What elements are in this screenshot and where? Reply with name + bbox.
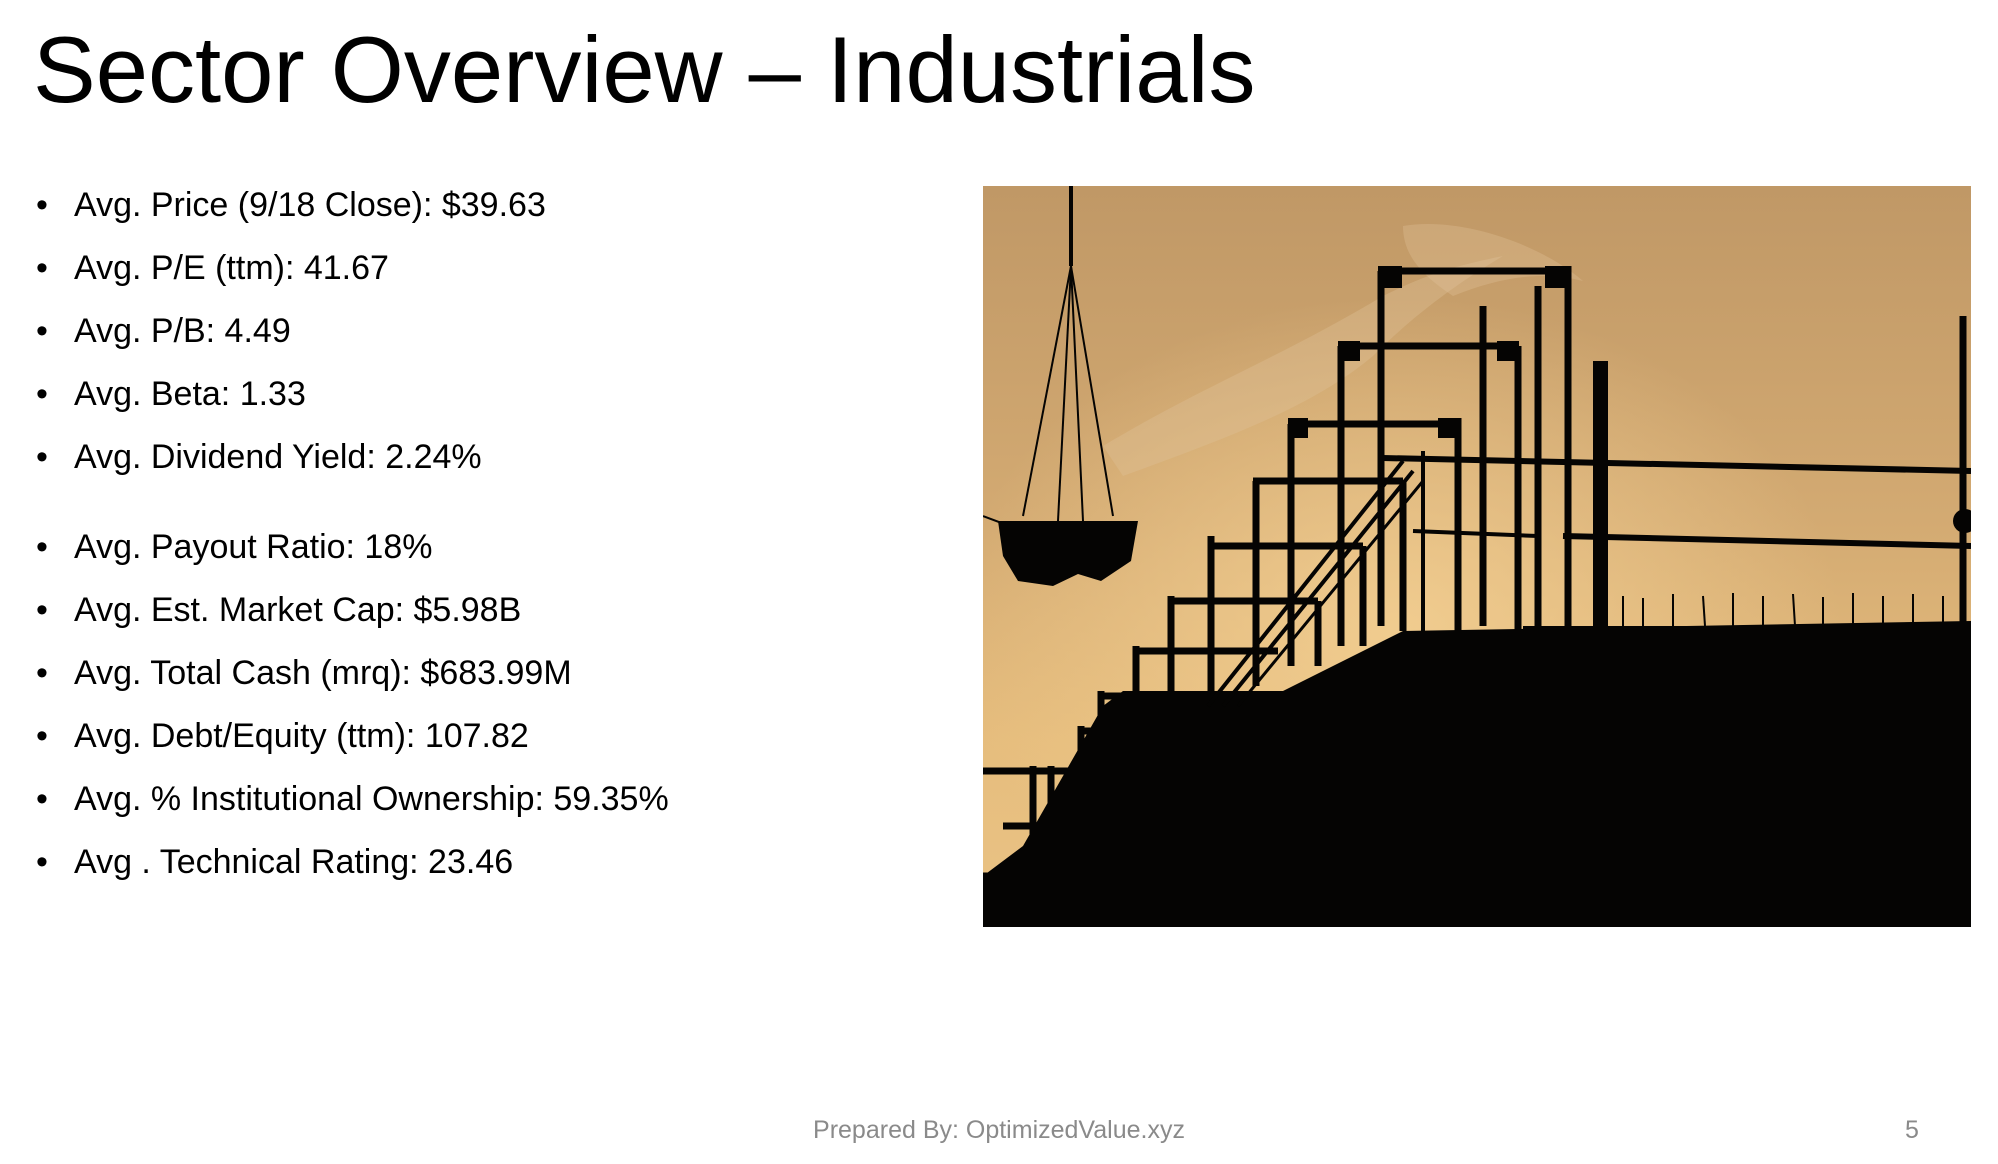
bullet-avg-pb: Avg. P/B: 4.49 [36,314,669,377]
construction-scaffold-silhouette-photo [983,186,1971,927]
bullet-avg-institutional-ownership: Avg. % Institutional Ownership: 59.35% [36,782,669,845]
bullet-avg-market-cap: Avg. Est. Market Cap: $5.98B [36,593,669,656]
metrics-list: Avg. Price (9/18 Close): $39.63 Avg. P/E… [36,188,669,908]
bullet-avg-payout-ratio: Avg. Payout Ratio: 18% [36,530,669,593]
page-number: 5 [1905,1116,1919,1144]
footer-prepared-by: Prepared By: OptimizedValue.xyz [813,1116,1185,1144]
slide-title: Sector Overview – Industrials [33,17,1256,122]
bullet-avg-price: Avg. Price (9/18 Close): $39.63 [36,188,669,251]
bullet-avg-pe: Avg. P/E (ttm): 41.67 [36,251,669,314]
bullet-avg-total-cash: Avg. Total Cash (mrq): $683.99M [36,656,669,719]
bullet-avg-debt-equity: Avg. Debt/Equity (ttm): 107.82 [36,719,669,782]
bullet-avg-dividend-yield: Avg. Dividend Yield: 2.24% [36,440,669,530]
bullet-avg-beta: Avg. Beta: 1.33 [36,377,669,440]
bullet-avg-technical-rating: Avg . Technical Rating: 23.46 [36,845,669,908]
